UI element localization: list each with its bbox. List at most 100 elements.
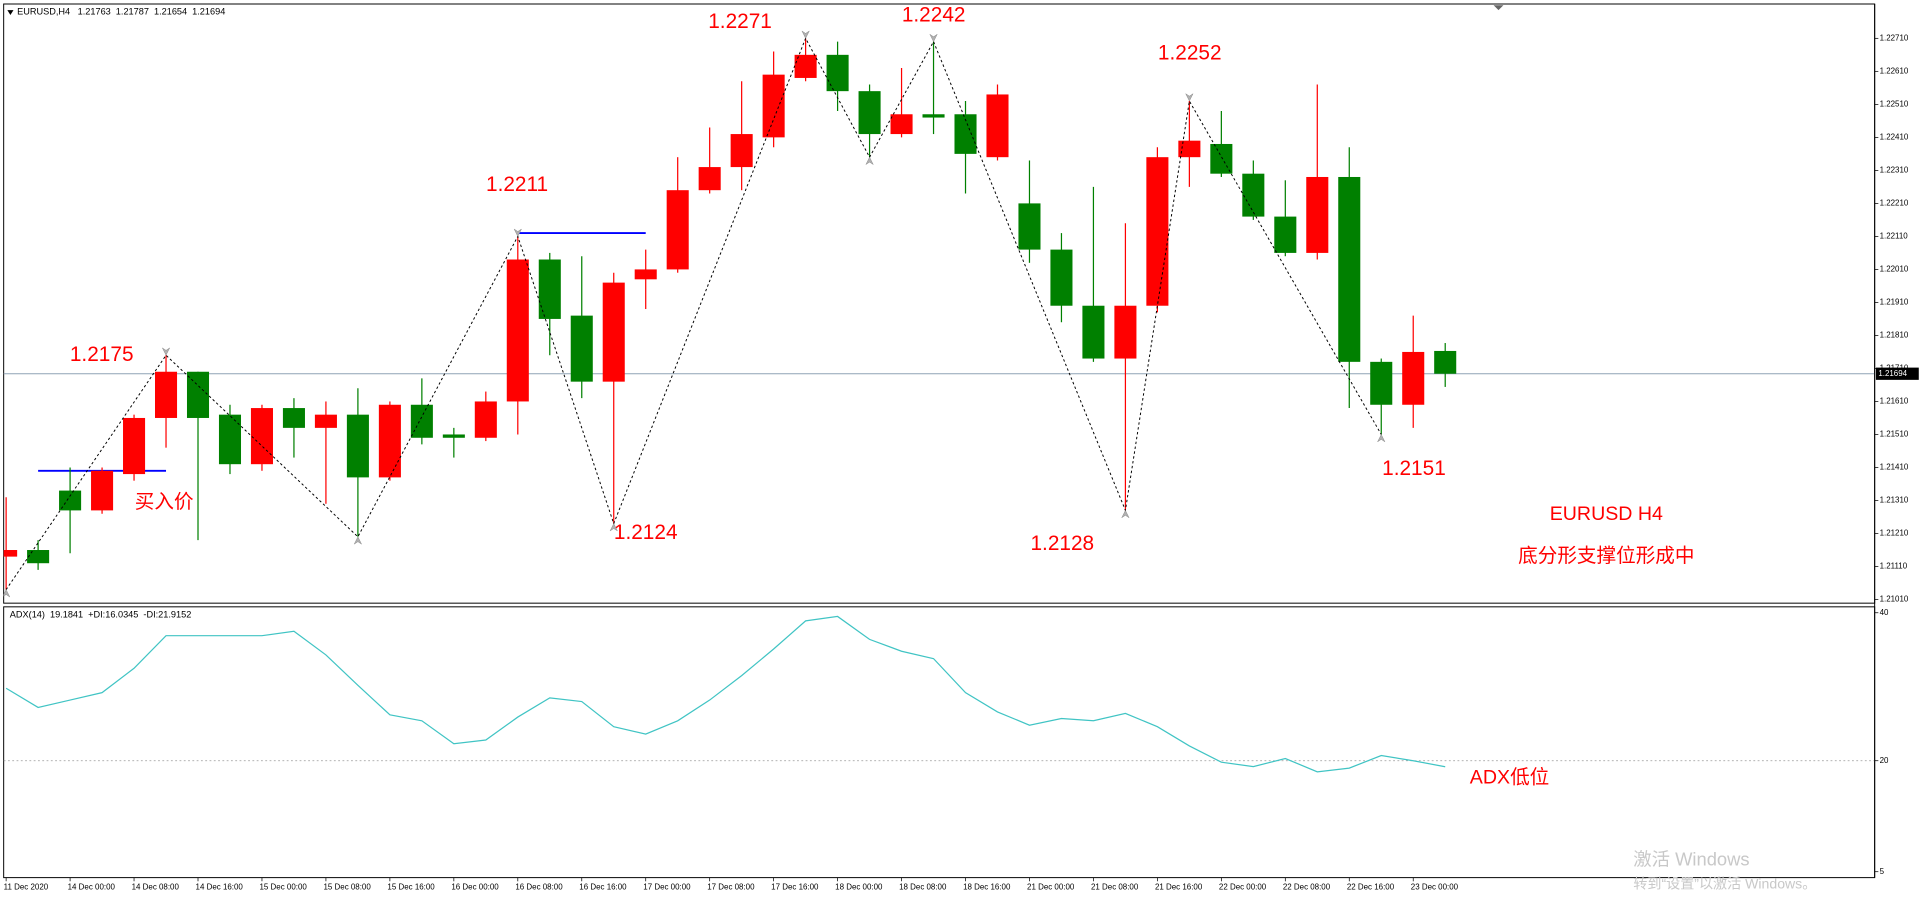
zigzag-marker [801,30,810,39]
candle-body [1242,173,1265,217]
candle-body [890,114,913,135]
annotation: 底分形支撑位形成中 [1518,545,1694,567]
di-plus-value: 16.0345 [105,610,138,620]
annotation: 1.2252 [1158,42,1222,65]
annotation: 1.2128 [1030,532,1094,555]
header-close: 1.21694 [192,7,225,17]
candle-body [570,315,593,382]
di-minus-value: 21.9152 [158,610,191,620]
y-tick-label: 1.21010 [1880,595,1909,604]
zigzag-marker [3,589,11,598]
candle-body [59,490,82,511]
adx-title: ADX(14) [10,610,45,620]
candle-body [1402,351,1425,405]
candle-body [1114,305,1137,359]
adx-header: ADX(14) 19.1841 +DI:16.0345 -DI:21.9152 [10,610,192,620]
candle-body [154,371,178,418]
y-tick-label: 1.21810 [1880,331,1909,340]
y-tick-label: 40 [1880,608,1889,617]
candle-body [474,401,497,438]
annotation: 1.2124 [614,521,678,544]
candle-body [378,404,401,478]
watermark: 转到“设置”以激活 Windows。 [1633,876,1816,892]
y-tick-label: 1.21210 [1880,529,1909,538]
annotation: 1.2211 [486,173,548,196]
candle-body [442,434,465,438]
annotation: 1.2151 [1382,457,1446,480]
candle-body [794,54,817,78]
candle-body [1338,176,1361,362]
x-tick-label: 15 Dec 00:00 [260,883,308,892]
di-plus-label: +DI: [88,610,105,620]
x-tick-label: 21 Dec 08:00 [1091,883,1139,892]
adx-plot [3,615,1875,773]
x-tick-label: 16 Dec 08:00 [515,883,563,892]
axes: 1.22710 1.22610 1.22510 1.22410 1.22310 1.222… [4,4,1919,892]
annotation: 1.2271 [708,10,772,33]
x-tick-label: 16 Dec 16:00 [579,883,627,892]
candle-body [3,550,18,557]
candle-body [218,414,242,465]
candle-body [1370,361,1393,405]
y-tick-label: 1.21410 [1880,463,1909,472]
header: EURUSD,H4 1.21763 1.21787 1.21654 1.2169… [17,7,225,17]
x-tick-label: 17 Dec 00:00 [643,883,691,892]
zigzag-marker [1185,92,1194,102]
candle-body [666,190,689,270]
annotation: EURUSD H4 [1550,503,1663,525]
candle-body [634,269,657,280]
x-tick-label: 18 Dec 00:00 [835,883,883,892]
annotation: 买入价 [135,491,194,513]
candle-body [922,114,945,118]
price-badge-label: 1.21694 [1878,369,1907,378]
y-tick-label: 1.22410 [1880,132,1909,141]
header-open: 1.21763 [78,7,111,17]
y-tick-label: 20 [1880,756,1889,765]
shift-marker [1493,5,1504,11]
candle-body [27,550,50,564]
y-tick-label: 1.22710 [1880,33,1909,42]
zigzag-marker [1376,433,1386,443]
y-tick-label: 1.22510 [1880,99,1909,108]
y-tick-label: 1.21910 [1880,298,1909,307]
x-tick-label: 15 Dec 16:00 [387,883,435,892]
symbol: EURUSD,H4 [17,7,70,17]
zigzag-marker [353,536,363,545]
candle-body [282,408,305,428]
di-minus-label: -DI: [143,610,158,620]
x-tick-label: 18 Dec 16:00 [963,883,1011,892]
candle-body [1050,249,1073,306]
y-tick-label: 1.21110 [1880,562,1908,571]
candle-body [602,282,625,382]
y-tick-label: 1.22610 [1880,66,1909,75]
x-tick-label: 22 Dec 00:00 [1219,883,1267,892]
candle-body [1018,203,1041,250]
candle-body [538,259,561,319]
candle-body [186,371,210,418]
x-tick-label: 17 Dec 08:00 [707,883,755,892]
x-tick-label: 14 Dec 08:00 [132,883,180,892]
candle-body [954,114,977,154]
zigzag-marker [513,228,523,237]
candle-body [698,167,721,191]
candle-body [346,414,369,478]
candle-body [858,91,881,135]
annotation: ADX低位 [1470,767,1549,789]
adx-value: 19.1841 [50,610,83,620]
candle-body [410,404,433,438]
candle-body [1210,143,1233,174]
candle-body [1306,176,1329,253]
zigzag-marker [865,156,874,166]
main-plot [3,30,1875,598]
candle-body [1434,350,1457,374]
header-low: 1.21654 [154,7,187,17]
x-tick-label: 14 Dec 00:00 [68,883,116,892]
candle-body [1274,216,1297,253]
candle-body [314,414,337,428]
zigzag-marker [929,33,938,43]
candle-body [506,259,529,402]
candle-body [123,417,146,475]
y-tick-label: 1.22010 [1880,265,1909,274]
